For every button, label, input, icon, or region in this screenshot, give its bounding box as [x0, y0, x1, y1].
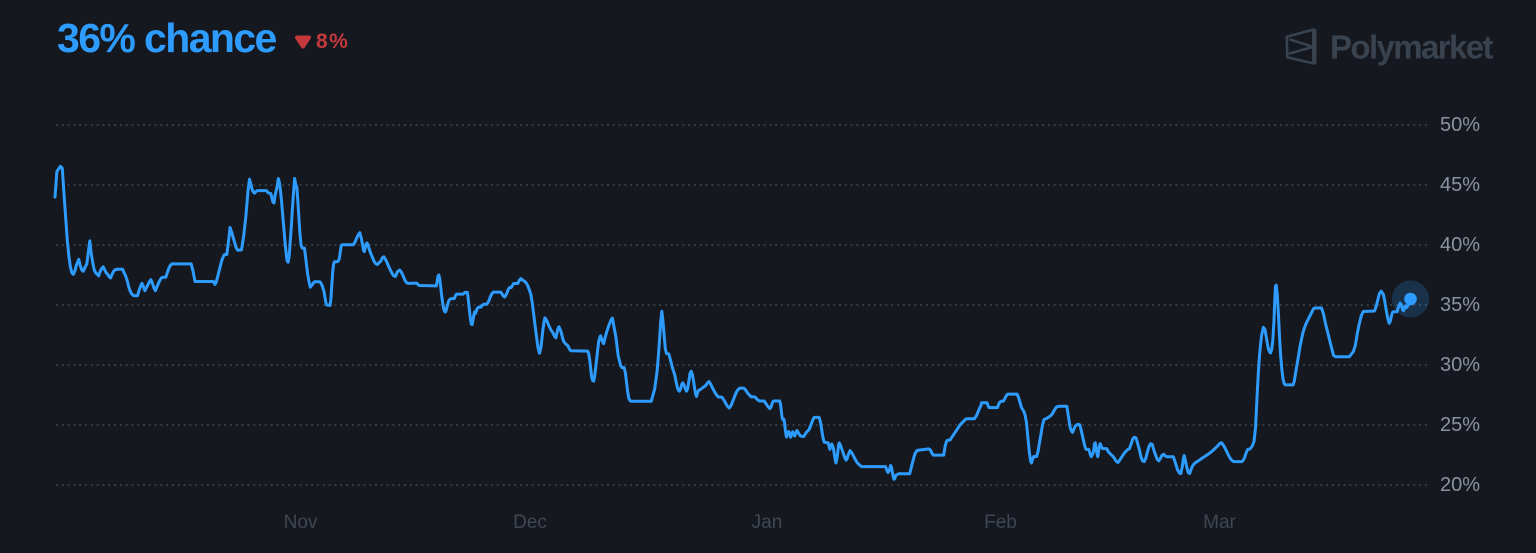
- svg-text:Nov: Nov: [284, 512, 318, 533]
- svg-text:25%: 25%: [1440, 414, 1480, 436]
- svg-text:45%: 45%: [1440, 174, 1480, 196]
- svg-text:Polymarket: Polymarket: [1330, 29, 1494, 66]
- svg-text:50%: 50%: [1440, 114, 1480, 136]
- svg-text:Jan: Jan: [752, 512, 783, 533]
- svg-text:Dec: Dec: [513, 512, 547, 533]
- svg-text:Mar: Mar: [1203, 512, 1236, 533]
- svg-text:36% chance: 36% chance: [57, 15, 277, 61]
- svg-text:Feb: Feb: [984, 512, 1017, 533]
- svg-text:20%: 20%: [1440, 474, 1480, 496]
- svg-text:40%: 40%: [1440, 234, 1480, 256]
- svg-text:30%: 30%: [1440, 354, 1480, 376]
- svg-text:8%: 8%: [316, 30, 349, 53]
- svg-text:35%: 35%: [1440, 294, 1480, 316]
